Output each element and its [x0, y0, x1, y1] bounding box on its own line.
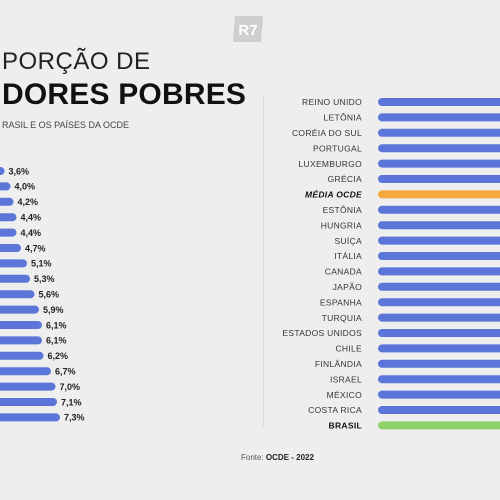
- source-label: Fonte:: [241, 453, 264, 462]
- left-value-label: 6,1%: [46, 320, 67, 330]
- left-bar: [0, 213, 17, 222]
- right-bar: [378, 329, 500, 337]
- left-value-label: 5,9%: [43, 305, 64, 315]
- left-value-label: 6,2%: [48, 351, 69, 361]
- right-bar: [378, 282, 500, 291]
- right-bar: [378, 344, 500, 353]
- right-bar: [378, 190, 500, 199]
- left-value-label: 5,1%: [31, 259, 52, 269]
- right-category-label: ESTÔNIA: [323, 205, 362, 215]
- chart-title-line2: DORES POBRES: [2, 78, 247, 111]
- right-bar: [378, 159, 500, 168]
- right-bar: [378, 313, 500, 322]
- left-value-label: 7,0%: [60, 382, 81, 392]
- right-category-label: REINO UNIDO: [302, 97, 362, 107]
- right-bar: [378, 359, 500, 368]
- right-bar: [378, 221, 500, 230]
- left-bar: [0, 167, 5, 175]
- right-category-label: GRÉCIA: [328, 174, 362, 184]
- left-bar: [0, 290, 35, 299]
- right-category-label: SUÍÇA: [335, 236, 363, 246]
- left-bar: [0, 259, 27, 268]
- right-category-label: MÉDIA OCDE: [305, 190, 362, 200]
- source-note: Fonte: OCDE - 2022: [241, 453, 314, 462]
- right-category-label: LUXEMBURGO: [299, 159, 363, 169]
- left-bar: [0, 228, 17, 237]
- left-bar: [0, 413, 60, 422]
- right-bar: [378, 252, 500, 260]
- left-value-label: 4,2%: [18, 197, 39, 207]
- right-category-label: TURQUIA: [322, 313, 362, 323]
- left-bar: [0, 351, 44, 360]
- right-bar: [378, 236, 500, 245]
- left-value-label: 5,6%: [39, 290, 60, 300]
- right-bar: [378, 175, 500, 183]
- left-value-label: 7,1%: [61, 397, 82, 407]
- left-bar: [0, 305, 39, 314]
- right-category-label: JAPÃO: [333, 282, 362, 292]
- right-category-label: CANADA: [325, 267, 362, 277]
- right-bar: [378, 98, 500, 106]
- right-category-label: ITÁLIA: [334, 251, 362, 261]
- right-bar: [378, 298, 500, 307]
- right-category-label: ISRAEL: [330, 374, 362, 384]
- left-bar: [0, 336, 42, 345]
- right-category-label: LETÔNIA: [324, 113, 363, 123]
- right-category-label: ESTADOS UNIDOS: [282, 328, 362, 338]
- right-category-label: ESPANHA: [320, 297, 362, 307]
- left-bar: [0, 321, 42, 329]
- left-bar: [0, 274, 30, 283]
- right-bar: [378, 144, 500, 153]
- left-bar: [0, 398, 57, 406]
- right-category-label: PORTUGAL: [313, 143, 362, 153]
- right-category-label: HUNGRIA: [321, 220, 362, 230]
- left-value-label: 6,7%: [55, 367, 76, 377]
- left-value-label: 4,0%: [15, 182, 36, 192]
- right-bar: [378, 406, 500, 414]
- right-category-label: BRASIL: [329, 421, 362, 431]
- chart-subtitle: RASIL E OS PAÍSES DA OCDE: [2, 120, 130, 130]
- source-value: OCDE - 2022: [265, 453, 314, 462]
- left-value-label: 3,6%: [9, 166, 30, 176]
- right-bar: [378, 421, 500, 430]
- right-bar: [378, 113, 500, 122]
- right-bar: [378, 128, 500, 137]
- right-bar: [378, 205, 500, 214]
- right-category-label: FINLÂNDIA: [315, 359, 362, 369]
- left-value-label: 7,3%: [64, 413, 85, 423]
- left-value-label: 4,4%: [21, 228, 42, 238]
- r7-logo: R7: [233, 16, 263, 42]
- left-bar: [0, 197, 14, 206]
- right-bar: [378, 267, 500, 276]
- left-bar: [0, 244, 21, 252]
- left-bar: [0, 367, 51, 376]
- right-category-label: CORÉIA DO SUL: [292, 128, 362, 138]
- right-category-label: CHILE: [335, 344, 362, 354]
- panel-divider: [263, 96, 264, 426]
- right-bar: [378, 390, 500, 399]
- logo-text: R7: [238, 22, 257, 39]
- right-bar: [378, 375, 500, 384]
- left-bar: [0, 382, 56, 391]
- left-value-label: 4,4%: [21, 213, 42, 223]
- left-bar: [0, 182, 11, 191]
- right-category-label: MÉXICO: [327, 390, 362, 400]
- left-value-label: 4,7%: [25, 243, 46, 253]
- right-category-label: COSTA RICA: [308, 405, 362, 415]
- left-value-label: 5,3%: [34, 274, 55, 284]
- chart-title-line1: PORÇÃO DE: [2, 48, 151, 75]
- left-value-label: 6,1%: [46, 336, 67, 346]
